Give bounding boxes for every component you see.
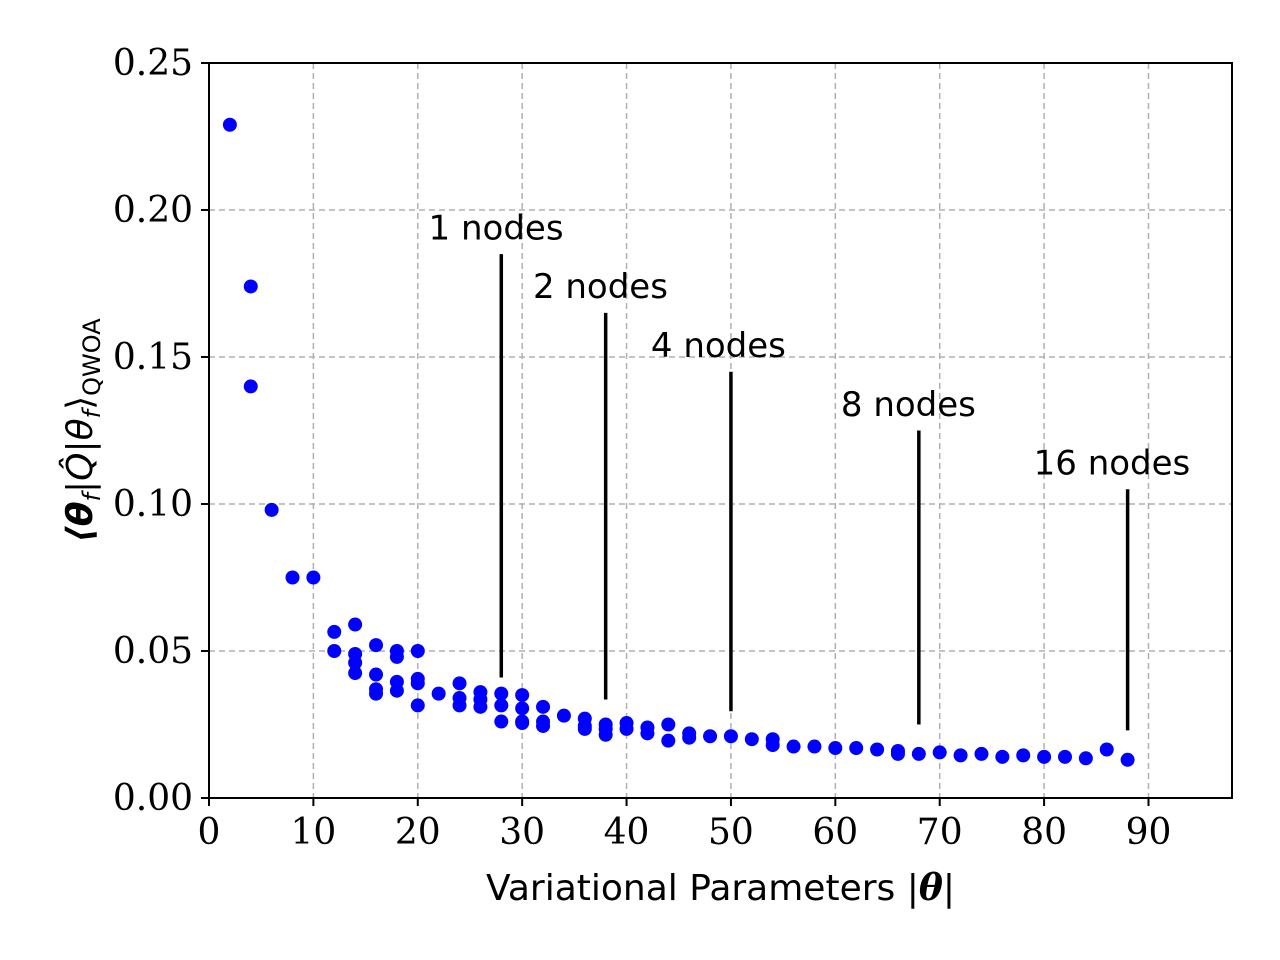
data-point — [974, 746, 989, 761]
data-point — [494, 714, 509, 729]
x-tick-label: 20 — [395, 812, 441, 853]
data-point — [285, 570, 300, 585]
y-tick-label: 0.15 — [113, 337, 193, 378]
data-point — [431, 686, 446, 701]
plot-frame — [208, 62, 1233, 799]
data-point — [828, 741, 843, 756]
data-point — [515, 701, 530, 716]
data-point — [536, 699, 551, 714]
x-tick-label: 30 — [499, 812, 545, 853]
data-point — [723, 729, 738, 744]
data-point — [369, 686, 384, 701]
data-point — [911, 746, 926, 761]
data-point — [1120, 752, 1135, 767]
annotation-label: 1 nodes — [429, 208, 564, 248]
y-tick-label: 0.00 — [113, 778, 193, 819]
x-tick-label: 40 — [604, 812, 650, 853]
y-tick-label: 0.25 — [113, 43, 193, 84]
data-point — [348, 617, 363, 632]
data-point — [890, 746, 905, 761]
x-tick-label: 50 — [708, 812, 754, 853]
data-point — [369, 638, 384, 653]
annotations: 1 nodes 2 nodes 4 nodes 8 nodes 16 nodes — [429, 208, 1191, 731]
annotation-label: 2 nodes — [533, 267, 668, 307]
annotation-label: 4 nodes — [651, 326, 786, 366]
x-tick-label: 90 — [1126, 812, 1172, 853]
data-point — [410, 698, 425, 713]
x-axis-label-close: | — [943, 868, 955, 909]
data-point — [348, 655, 363, 670]
data-point — [327, 624, 342, 639]
data-point — [661, 733, 676, 748]
data-point — [995, 749, 1010, 764]
data-point — [598, 727, 613, 742]
y-axis-label-close: ⟩ — [60, 396, 101, 410]
y-axis-label-sub-qwoa: QWOA — [78, 318, 106, 396]
data-point — [1037, 749, 1052, 764]
y-tick-label: 0.20 — [113, 190, 193, 231]
data-point — [494, 698, 509, 713]
data-point — [515, 688, 530, 703]
x-axis-label-text: Variational Parameters | — [486, 868, 919, 909]
x-axis-label: Variational Parameters |θ| — [486, 867, 955, 909]
data-point — [452, 698, 467, 713]
x-tick-label: 0 — [198, 812, 221, 853]
axis-ticks: 0 10 20 30 40 50 60 70 80 90 0.00 0.05 0.10 0.15 0.20 0… — [113, 43, 1172, 853]
y-axis-label-mid: |Q̂|θ — [58, 418, 101, 493]
data-point — [536, 718, 551, 733]
data-point — [744, 732, 759, 747]
data-point — [703, 729, 718, 744]
data-point — [556, 708, 571, 723]
data-point — [1057, 749, 1072, 764]
data-point — [1078, 751, 1093, 766]
y-axis-label: ⟨θf|Q̂|θf⟩QWOA — [58, 318, 106, 543]
data-point — [264, 502, 279, 517]
data-point — [222, 117, 237, 132]
data-point — [786, 739, 801, 754]
x-axis-label-symbol: θ — [919, 867, 943, 909]
data-point — [682, 730, 697, 745]
x-tick-label: 70 — [917, 812, 963, 853]
data-point — [369, 667, 384, 682]
data-point — [849, 741, 864, 756]
data-point — [870, 742, 885, 757]
data-point — [389, 683, 404, 698]
data-point — [410, 676, 425, 691]
data-point — [327, 644, 342, 658]
x-tick-label: 60 — [812, 812, 858, 853]
y-tick-label: 0.05 — [113, 631, 193, 672]
data-point — [243, 379, 258, 394]
data-points — [222, 117, 1135, 767]
annotation-label: 16 nodes — [1034, 444, 1191, 484]
data-point — [243, 279, 258, 294]
data-point — [515, 716, 530, 731]
data-point — [306, 570, 321, 585]
data-point — [640, 726, 655, 741]
data-point — [410, 644, 425, 658]
data-point — [389, 649, 404, 664]
data-point — [1099, 742, 1114, 757]
data-point — [661, 717, 676, 732]
data-point — [953, 748, 968, 763]
data-point — [619, 721, 634, 736]
data-point — [494, 686, 509, 701]
data-point — [807, 739, 822, 754]
y-tick-label: 0.10 — [113, 484, 193, 525]
data-point — [473, 699, 488, 714]
data-point — [765, 738, 780, 753]
data-point — [1016, 748, 1031, 763]
annotation-label: 8 nodes — [841, 385, 976, 425]
x-tick-label: 80 — [1021, 812, 1067, 853]
data-point — [348, 666, 363, 681]
y-axis-label-main: ⟨θ — [60, 501, 101, 542]
data-point — [577, 721, 592, 736]
x-tick-label: 10 — [290, 812, 336, 853]
data-point — [932, 745, 947, 760]
data-point — [452, 676, 467, 691]
